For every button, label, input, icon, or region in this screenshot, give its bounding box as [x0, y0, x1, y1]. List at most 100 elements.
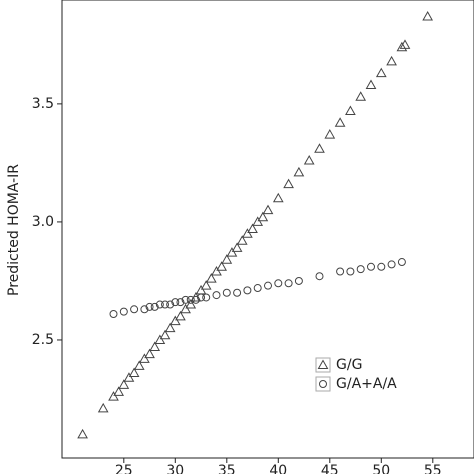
triangle-point	[303, 155, 315, 165]
triangle-point	[262, 204, 274, 215]
circle-point	[346, 267, 355, 276]
triangle-point	[144, 348, 155, 359]
circle-point	[233, 288, 242, 297]
triangle-point	[396, 41, 408, 52]
triangle-point	[175, 310, 186, 321]
legend-key-box	[315, 357, 331, 373]
circle-point	[377, 262, 386, 271]
circle-point	[274, 279, 283, 288]
triangle-point	[159, 329, 171, 340]
circle-point	[109, 309, 118, 318]
triangle-point	[375, 67, 387, 78]
triangle-point	[205, 273, 217, 283]
triangle-point	[386, 55, 397, 66]
triangle-point	[231, 242, 243, 252]
triangle-point	[139, 353, 150, 363]
triangle-point	[113, 386, 125, 396]
circle-point	[155, 300, 164, 309]
circle-point	[161, 300, 169, 309]
triangle-point	[247, 223, 258, 233]
y-tick-label: 2.5	[32, 332, 54, 348]
triangle-point	[133, 360, 145, 370]
circle-point	[284, 279, 293, 288]
circle-point	[166, 300, 175, 309]
triangle-point	[77, 428, 88, 439]
triangle-point	[226, 247, 238, 257]
circle-point	[171, 298, 180, 307]
circle-point	[397, 258, 406, 267]
triangle-point	[216, 261, 228, 271]
x-tick-label: 40	[269, 463, 287, 474]
circle-point	[186, 295, 195, 304]
triangle-point	[128, 367, 140, 378]
y-axis-label: Predicted HOMA-IR	[6, 164, 22, 296]
circle-point	[202, 293, 211, 302]
triangle-point	[164, 322, 176, 333]
triangle-point	[252, 216, 264, 226]
circle-point	[140, 305, 149, 314]
triangle-point	[334, 117, 346, 127]
y-tick-label: 3.5	[32, 96, 54, 112]
x-tick-label: 35	[218, 463, 236, 474]
circle-point	[176, 298, 185, 307]
x-tick-label: 50	[372, 463, 390, 474]
triangle-point	[317, 359, 329, 369]
triangle-point	[293, 166, 305, 177]
circle-point	[264, 281, 272, 290]
circle-point	[212, 291, 221, 300]
triangle-point	[154, 334, 166, 344]
triangle-point	[399, 39, 411, 49]
legend-label: G/A+A/A	[336, 376, 397, 392]
y-tick-label: 3.0	[32, 214, 54, 230]
circle-point	[145, 302, 154, 311]
triangle-point	[236, 235, 248, 245]
triangle-point	[97, 402, 109, 413]
triangle-point	[324, 129, 336, 139]
triangle-point	[345, 105, 356, 115]
circle-point	[253, 284, 262, 293]
triangle-point	[180, 303, 191, 314]
legend-label: G/G	[336, 357, 362, 373]
triangle-point	[221, 254, 233, 264]
circle-point	[130, 305, 139, 314]
triangle-point	[195, 284, 207, 295]
x-tick-label: 55	[424, 463, 442, 474]
x-tick-label: 30	[166, 463, 184, 474]
triangle-point	[149, 341, 161, 352]
x-tick-label: 45	[321, 463, 339, 474]
triangle-point	[257, 211, 269, 222]
triangle-point	[123, 372, 135, 382]
circle-point	[356, 265, 365, 274]
triangle-point	[422, 11, 434, 21]
triangle-point	[118, 379, 130, 389]
triangle-point	[283, 178, 294, 189]
triangle-point	[211, 265, 222, 276]
circle-point	[222, 288, 231, 297]
legend-key-box	[315, 376, 331, 392]
x-tick-label: 25	[115, 463, 133, 474]
triangle-point	[365, 79, 377, 89]
triangle-point	[108, 391, 119, 401]
circle-point	[191, 295, 200, 304]
circle-point	[243, 286, 252, 295]
circle-point	[315, 272, 324, 281]
triangle-point	[185, 299, 197, 309]
circle-point	[387, 260, 396, 269]
triangle-point	[169, 315, 181, 326]
circle-point	[294, 276, 303, 285]
circle-point	[197, 293, 206, 302]
triangle-point	[272, 192, 284, 203]
circle-point	[150, 302, 159, 311]
circle-point	[336, 267, 345, 276]
triangle-point	[242, 228, 253, 238]
triangle-point	[200, 280, 212, 290]
circle-point	[119, 307, 128, 316]
circle-point	[181, 295, 190, 304]
circle-point	[319, 380, 327, 388]
plot-frame	[61, 0, 474, 459]
triangle-point	[314, 143, 325, 153]
triangle-point	[355, 91, 367, 101]
circle-point	[367, 262, 375, 271]
